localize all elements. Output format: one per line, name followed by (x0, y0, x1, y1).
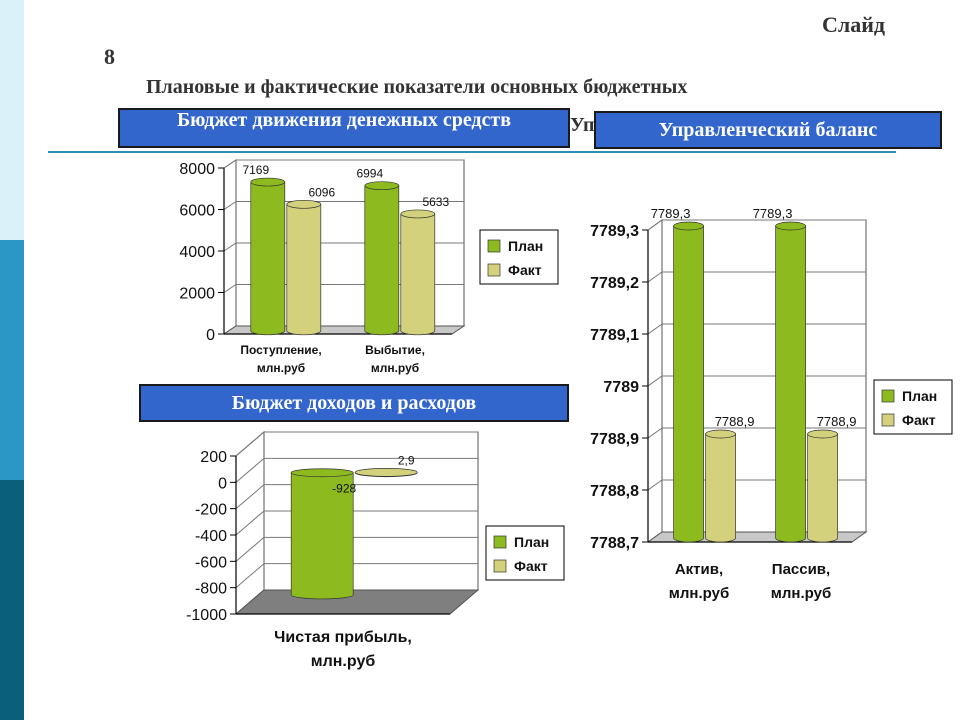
bar-fact-1-top (807, 429, 838, 439)
legend-label-1: Факт (902, 412, 936, 428)
bar-fact-0-top (286, 199, 322, 209)
bar-plan-0 (290, 472, 354, 600)
page-title: Плановые и фактические показатели основн… (146, 76, 688, 98)
legend-swatch-0 (493, 535, 507, 549)
x-category-0-line-1: млн.руб (311, 653, 376, 670)
x-category-1-line-1: млн.руб (371, 361, 419, 375)
bar-fact-0-top (354, 468, 418, 477)
bar-plan-0 (673, 225, 704, 543)
y-tick-4: 7789,1 (590, 327, 639, 344)
y-tick-1: -800 (195, 581, 227, 598)
plot-floor (234, 589, 480, 615)
gridline-4 (223, 159, 464, 169)
slide-label: Слайд (822, 12, 886, 37)
y-tick-1: 2000 (179, 286, 215, 303)
bar-plan-0-top (673, 221, 704, 231)
title-tail: Уп (570, 114, 595, 136)
gridline-6 (235, 431, 478, 457)
gridline-4 (235, 484, 478, 510)
value-label-1-0: 6096 (308, 185, 335, 199)
slide-number: 8 (104, 44, 115, 69)
gridline-3 (235, 510, 478, 536)
bar-fact-0 (705, 433, 736, 543)
x-category-0-line-0: Чистая прибыль, (274, 629, 412, 646)
bar-plan-1-top (775, 221, 806, 231)
x-category-0-line-1: млн.руб (669, 585, 729, 602)
legend-label-0: План (902, 388, 937, 404)
band-balance: Управленческий баланс (594, 111, 942, 149)
bar-plan-0-top (250, 177, 286, 187)
y-tick-2: 4000 (179, 244, 215, 261)
value-label-0-1: 6994 (356, 167, 383, 181)
deco-strip-mid (0, 240, 24, 480)
value-label-1-0: 2,9 (398, 453, 415, 467)
y-tick-4: 8000 (179, 161, 215, 178)
legend-label-0: План (508, 238, 543, 254)
deco-strip-dark (0, 480, 24, 720)
bar-plan-0 (250, 181, 286, 336)
y-tick-3: 6000 (179, 203, 215, 220)
legend-label-1: Факт (508, 262, 542, 278)
deco-strip-light (0, 0, 24, 240)
y-tick-4: -200 (195, 502, 227, 519)
value-label-0-0: 7789,3 (651, 206, 691, 221)
x-category-0-line-1: млн.руб (257, 361, 305, 375)
y-tick-3: 7789 (603, 379, 639, 396)
x-category-0-line-0: Актив, (675, 561, 723, 578)
legend-swatch-0 (487, 239, 501, 253)
gridline-6 (647, 219, 866, 231)
y-tick-0: 7788,7 (590, 535, 639, 552)
y-tick-5: 7789,2 (590, 275, 639, 292)
value-label-1-0: 7788,9 (715, 414, 755, 429)
band-income: Бюджет доходов и расходов (139, 384, 569, 422)
bar-fact-0-top (705, 429, 736, 439)
value-label-0-0: 7169 (242, 163, 269, 177)
value-label-0-1: 7789,3 (753, 206, 793, 221)
bar-plan-0-top (290, 468, 354, 478)
y-tick-6: 7789,3 (590, 223, 639, 240)
legend-label-1: Факт (514, 558, 548, 574)
legend-swatch-1 (493, 559, 507, 573)
y-tick-2: 7788,9 (590, 431, 639, 448)
y-tick-0: 0 (206, 327, 215, 344)
legend-swatch-0 (881, 389, 895, 403)
bar-plan-1 (775, 225, 806, 543)
bar-fact-1 (400, 213, 436, 336)
y-tick-2: -600 (195, 554, 227, 571)
gridline-2 (235, 536, 478, 562)
x-category-1-line-0: Пассив, (772, 561, 830, 578)
bar-plan-1 (364, 185, 400, 336)
x-category-1-line-1: млн.руб (771, 585, 831, 602)
x-category-1-line-0: Выбытие, (365, 343, 425, 357)
y-tick-5: 0 (218, 475, 227, 492)
value-label-0-0: -928 (332, 482, 356, 496)
legend-swatch-1 (881, 413, 895, 427)
y-tick-0: -1000 (186, 607, 227, 624)
bar-fact-1 (807, 433, 838, 543)
band-cash: Бюджет движения денежных средств (118, 108, 570, 148)
legend-label-0: План (514, 534, 549, 550)
y-tick-1: 7788,8 (590, 483, 639, 500)
bar-plan-1-top (364, 181, 400, 191)
x-category-0-line-0: Поступление, (240, 343, 321, 357)
bar-fact-1-top (400, 209, 436, 219)
bar-fact-0 (286, 203, 322, 336)
y-tick-6: 200 (200, 449, 227, 466)
y-tick-3: -400 (195, 528, 227, 545)
value-label-1-1: 7788,9 (817, 414, 857, 429)
gridline-1 (235, 563, 478, 589)
legend-swatch-1 (487, 263, 501, 277)
value-label-1-1: 5633 (422, 195, 449, 209)
title-divider (48, 151, 896, 153)
gridline-5 (235, 457, 478, 483)
